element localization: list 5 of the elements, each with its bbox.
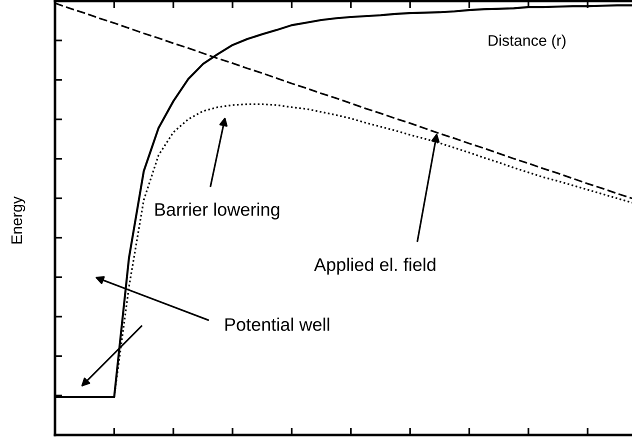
y-axis-title: Energy bbox=[11, 196, 26, 244]
annotation: Potential well bbox=[225, 318, 330, 331]
annotation: Barrier lowering bbox=[155, 202, 280, 220]
annotation: Applied el. field bbox=[314, 258, 436, 275]
x-axis-title: Distance (r) bbox=[488, 34, 566, 49]
